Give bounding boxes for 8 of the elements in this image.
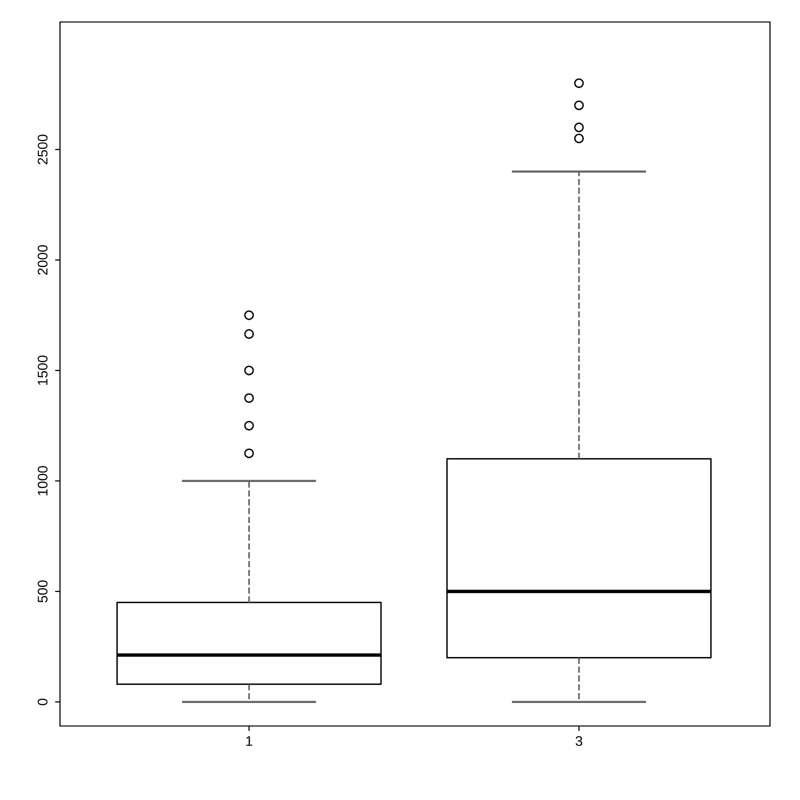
x-tick-label: 3 <box>576 736 582 746</box>
y-tick-label: 1000 <box>38 466 48 496</box>
y-tick-label: 500 <box>38 580 48 602</box>
y-tick-label: 0 <box>38 698 48 706</box>
y-tick-label: 2000 <box>38 245 48 275</box>
x-tick-label: 1 <box>246 736 252 746</box>
y-tick-label: 1500 <box>38 356 48 385</box>
y-tick-label: 2500 <box>38 134 48 164</box>
